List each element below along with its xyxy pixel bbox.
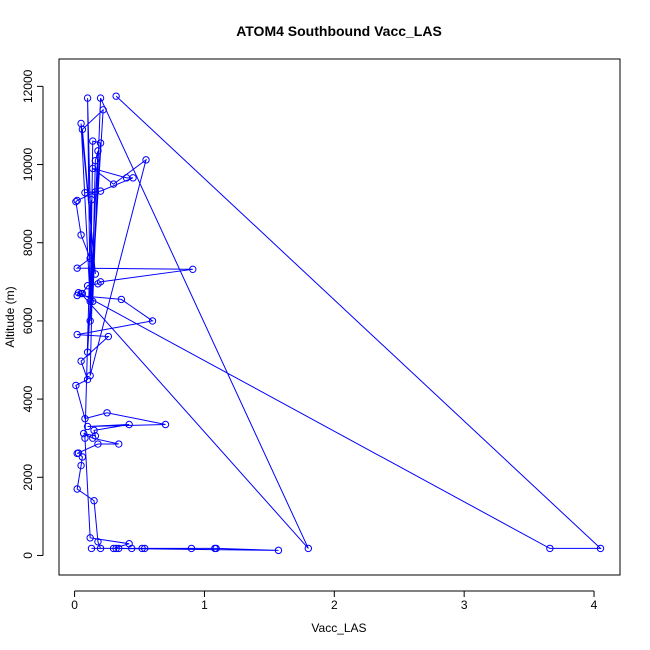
data-point	[89, 297, 97, 306]
data-point	[73, 291, 81, 300]
y-tick-label: 12000	[21, 69, 35, 103]
data-point	[161, 420, 170, 429]
y-tick-label: 8000	[21, 229, 35, 256]
data-point	[112, 544, 120, 553]
data-point	[83, 282, 92, 290]
data-point	[78, 453, 87, 461]
x-tick-label: 4	[591, 598, 598, 612]
data-point	[73, 196, 81, 205]
data-point	[109, 180, 118, 188]
data-point	[72, 381, 80, 390]
data-point	[91, 432, 100, 440]
data-point	[115, 440, 123, 448]
data-point	[81, 188, 89, 197]
data-point	[89, 434, 97, 442]
data-point	[138, 544, 146, 553]
data-point	[91, 156, 100, 165]
data-point	[77, 231, 85, 239]
data-point	[91, 270, 100, 278]
data-point	[112, 92, 120, 100]
data-point	[81, 414, 89, 423]
data-point	[94, 147, 102, 155]
data-point	[72, 197, 80, 206]
y-tick-label: 10000	[21, 148, 35, 182]
data-point	[87, 544, 96, 553]
y-tick-label: 6000	[21, 307, 35, 334]
data-point	[86, 371, 94, 380]
data-point	[73, 264, 81, 272]
data-point	[86, 254, 94, 263]
x-axis-label: Vacc_LAS	[311, 621, 366, 635]
data-point	[103, 409, 111, 417]
data-point	[109, 544, 118, 553]
data-point	[304, 544, 313, 553]
data-point	[187, 544, 196, 553]
data-point	[117, 295, 126, 304]
data-point	[94, 538, 102, 546]
data-point	[125, 420, 133, 429]
data-point	[86, 534, 94, 542]
data-point	[77, 357, 85, 365]
series-line	[75, 95, 602, 551]
data-point	[125, 540, 133, 548]
x-axis: 0 1 2 3 4	[71, 590, 598, 612]
chart-title: ATOM4 Southbound Vacc_LAS	[236, 23, 442, 39]
data-point	[73, 330, 81, 339]
data-point	[596, 544, 605, 553]
y-tick-label: 0	[21, 552, 35, 559]
data-point	[78, 289, 87, 298]
data-point	[141, 544, 149, 553]
data-point	[86, 297, 94, 306]
y-axis: 0 2000 4000 6000 8000 10000 12000	[21, 69, 44, 559]
data-point	[73, 485, 81, 493]
data-point	[96, 544, 105, 553]
data-point	[274, 546, 283, 555]
plot-frame	[58, 58, 621, 576]
series-layer	[72, 92, 605, 555]
data-point	[83, 348, 92, 356]
data-point	[94, 280, 102, 288]
x-tick-label: 0	[71, 598, 78, 612]
data-point	[87, 196, 96, 204]
data-point	[99, 106, 107, 114]
data-point	[78, 125, 87, 134]
data-point	[83, 422, 92, 431]
data-point	[142, 156, 150, 164]
series-group	[72, 92, 605, 555]
data-point	[96, 139, 105, 147]
data-point	[90, 426, 98, 435]
data-point	[83, 94, 92, 102]
x-tick-label: 3	[461, 598, 468, 612]
data-point	[212, 544, 220, 553]
data-point	[148, 317, 157, 325]
data-point	[77, 461, 85, 470]
data-point	[86, 317, 94, 325]
data-point	[89, 164, 97, 173]
data-point	[94, 440, 102, 448]
data-point	[83, 375, 92, 384]
data-point	[96, 187, 105, 195]
data-point	[96, 94, 105, 102]
data-point	[81, 434, 89, 442]
data-point	[115, 544, 123, 553]
y-axis-label: Altitude (m)	[3, 286, 17, 347]
x-tick-label: 1	[201, 598, 208, 612]
y-tick-label: 2000	[21, 464, 35, 491]
data-point	[79, 429, 88, 438]
data-point	[129, 174, 137, 182]
data-point	[189, 265, 197, 274]
y-tick-label: 4000	[21, 385, 35, 412]
x-tick-label: 2	[331, 598, 338, 612]
data-point	[90, 497, 98, 505]
data-point	[546, 544, 554, 553]
data-point	[74, 449, 83, 457]
data-point	[104, 332, 113, 341]
data-point	[91, 188, 100, 196]
data-point	[89, 137, 97, 145]
